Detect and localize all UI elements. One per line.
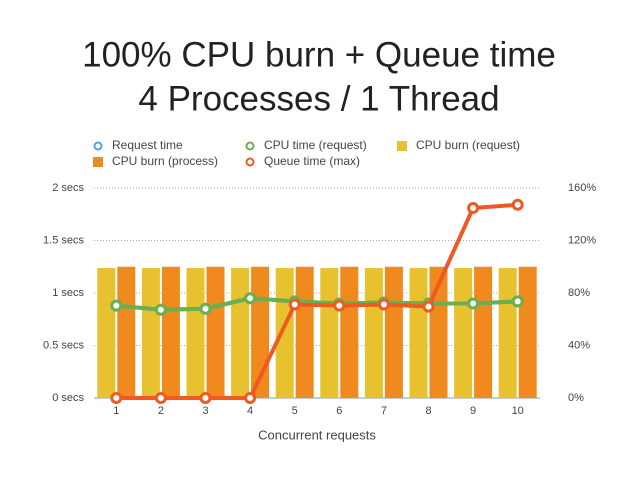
series-line	[116, 202, 518, 400]
legend-label: CPU burn (process)	[112, 154, 218, 168]
bar	[518, 266, 537, 398]
bar	[429, 266, 448, 398]
series-point	[288, 298, 301, 311]
series-point	[199, 302, 212, 315]
series-line	[116, 296, 518, 312]
legend-label: CPU time (request)	[264, 138, 367, 152]
bar	[295, 266, 314, 398]
series-point	[110, 392, 123, 404]
bar	[454, 268, 473, 398]
series-point	[199, 392, 212, 404]
y2-tick-label: 80%	[568, 287, 590, 299]
bar	[320, 268, 339, 398]
x-axis-label: Concurrent requests	[258, 427, 376, 442]
series-point	[244, 292, 257, 305]
y2-tick-label: 120%	[568, 234, 596, 246]
bar	[474, 266, 493, 398]
bar	[384, 266, 403, 398]
legend-swatch	[93, 141, 103, 151]
x-tick-label: 3	[202, 405, 208, 417]
chart-subtitle: 4 Processes / 1 Thread	[138, 79, 499, 118]
y2-tick-label: 40%	[568, 339, 590, 351]
y-tick-label: 0 secs	[52, 392, 84, 404]
y-tick-label: 2 secs	[52, 182, 84, 194]
series-point	[244, 392, 257, 404]
bar	[231, 268, 250, 398]
y-tick-label: 0.5 secs	[43, 339, 84, 351]
bar	[340, 266, 359, 398]
series-point	[467, 297, 480, 310]
x-tick-label: 9	[470, 405, 476, 417]
legend-label: Queue time (max)	[264, 154, 360, 168]
series-point	[377, 298, 390, 311]
bar	[498, 268, 517, 398]
bar	[275, 268, 294, 398]
bar	[141, 268, 160, 398]
legend-swatch	[93, 157, 103, 167]
legend-label: CPU burn (request)	[416, 138, 520, 152]
series-point	[422, 300, 435, 313]
bar	[97, 268, 116, 398]
legend-swatch	[397, 141, 407, 151]
series-point	[511, 295, 524, 308]
x-tick-label: 5	[292, 405, 298, 417]
legend-swatch	[245, 157, 255, 167]
legend-swatch	[245, 141, 255, 151]
y-tick-label: 1.5 secs	[43, 234, 84, 246]
x-tick-label: 2	[158, 405, 164, 417]
bar	[364, 268, 383, 398]
series-point	[154, 392, 167, 404]
bar	[409, 268, 428, 398]
series-point	[333, 299, 346, 312]
legend-label: Request time	[112, 138, 183, 152]
chart-title: 100% CPU burn + Queue time	[82, 35, 556, 74]
bar	[161, 266, 180, 398]
y2-tick-label: 160%	[568, 182, 596, 194]
x-tick-label: 7	[381, 405, 387, 417]
y2-tick-label: 0%	[568, 392, 584, 404]
x-tick-label: 4	[247, 405, 253, 417]
series-point	[154, 303, 167, 316]
bar	[117, 266, 136, 398]
x-tick-label: 6	[336, 405, 342, 417]
bar	[206, 266, 225, 398]
x-tick-label: 10	[512, 405, 524, 417]
x-tick-label: 8	[425, 405, 431, 417]
bar	[186, 268, 205, 398]
series-point	[511, 198, 524, 211]
x-tick-label: 1	[113, 405, 119, 417]
series-point	[110, 299, 123, 312]
series-point	[467, 201, 480, 214]
y-tick-label: 1 secs	[52, 287, 84, 299]
